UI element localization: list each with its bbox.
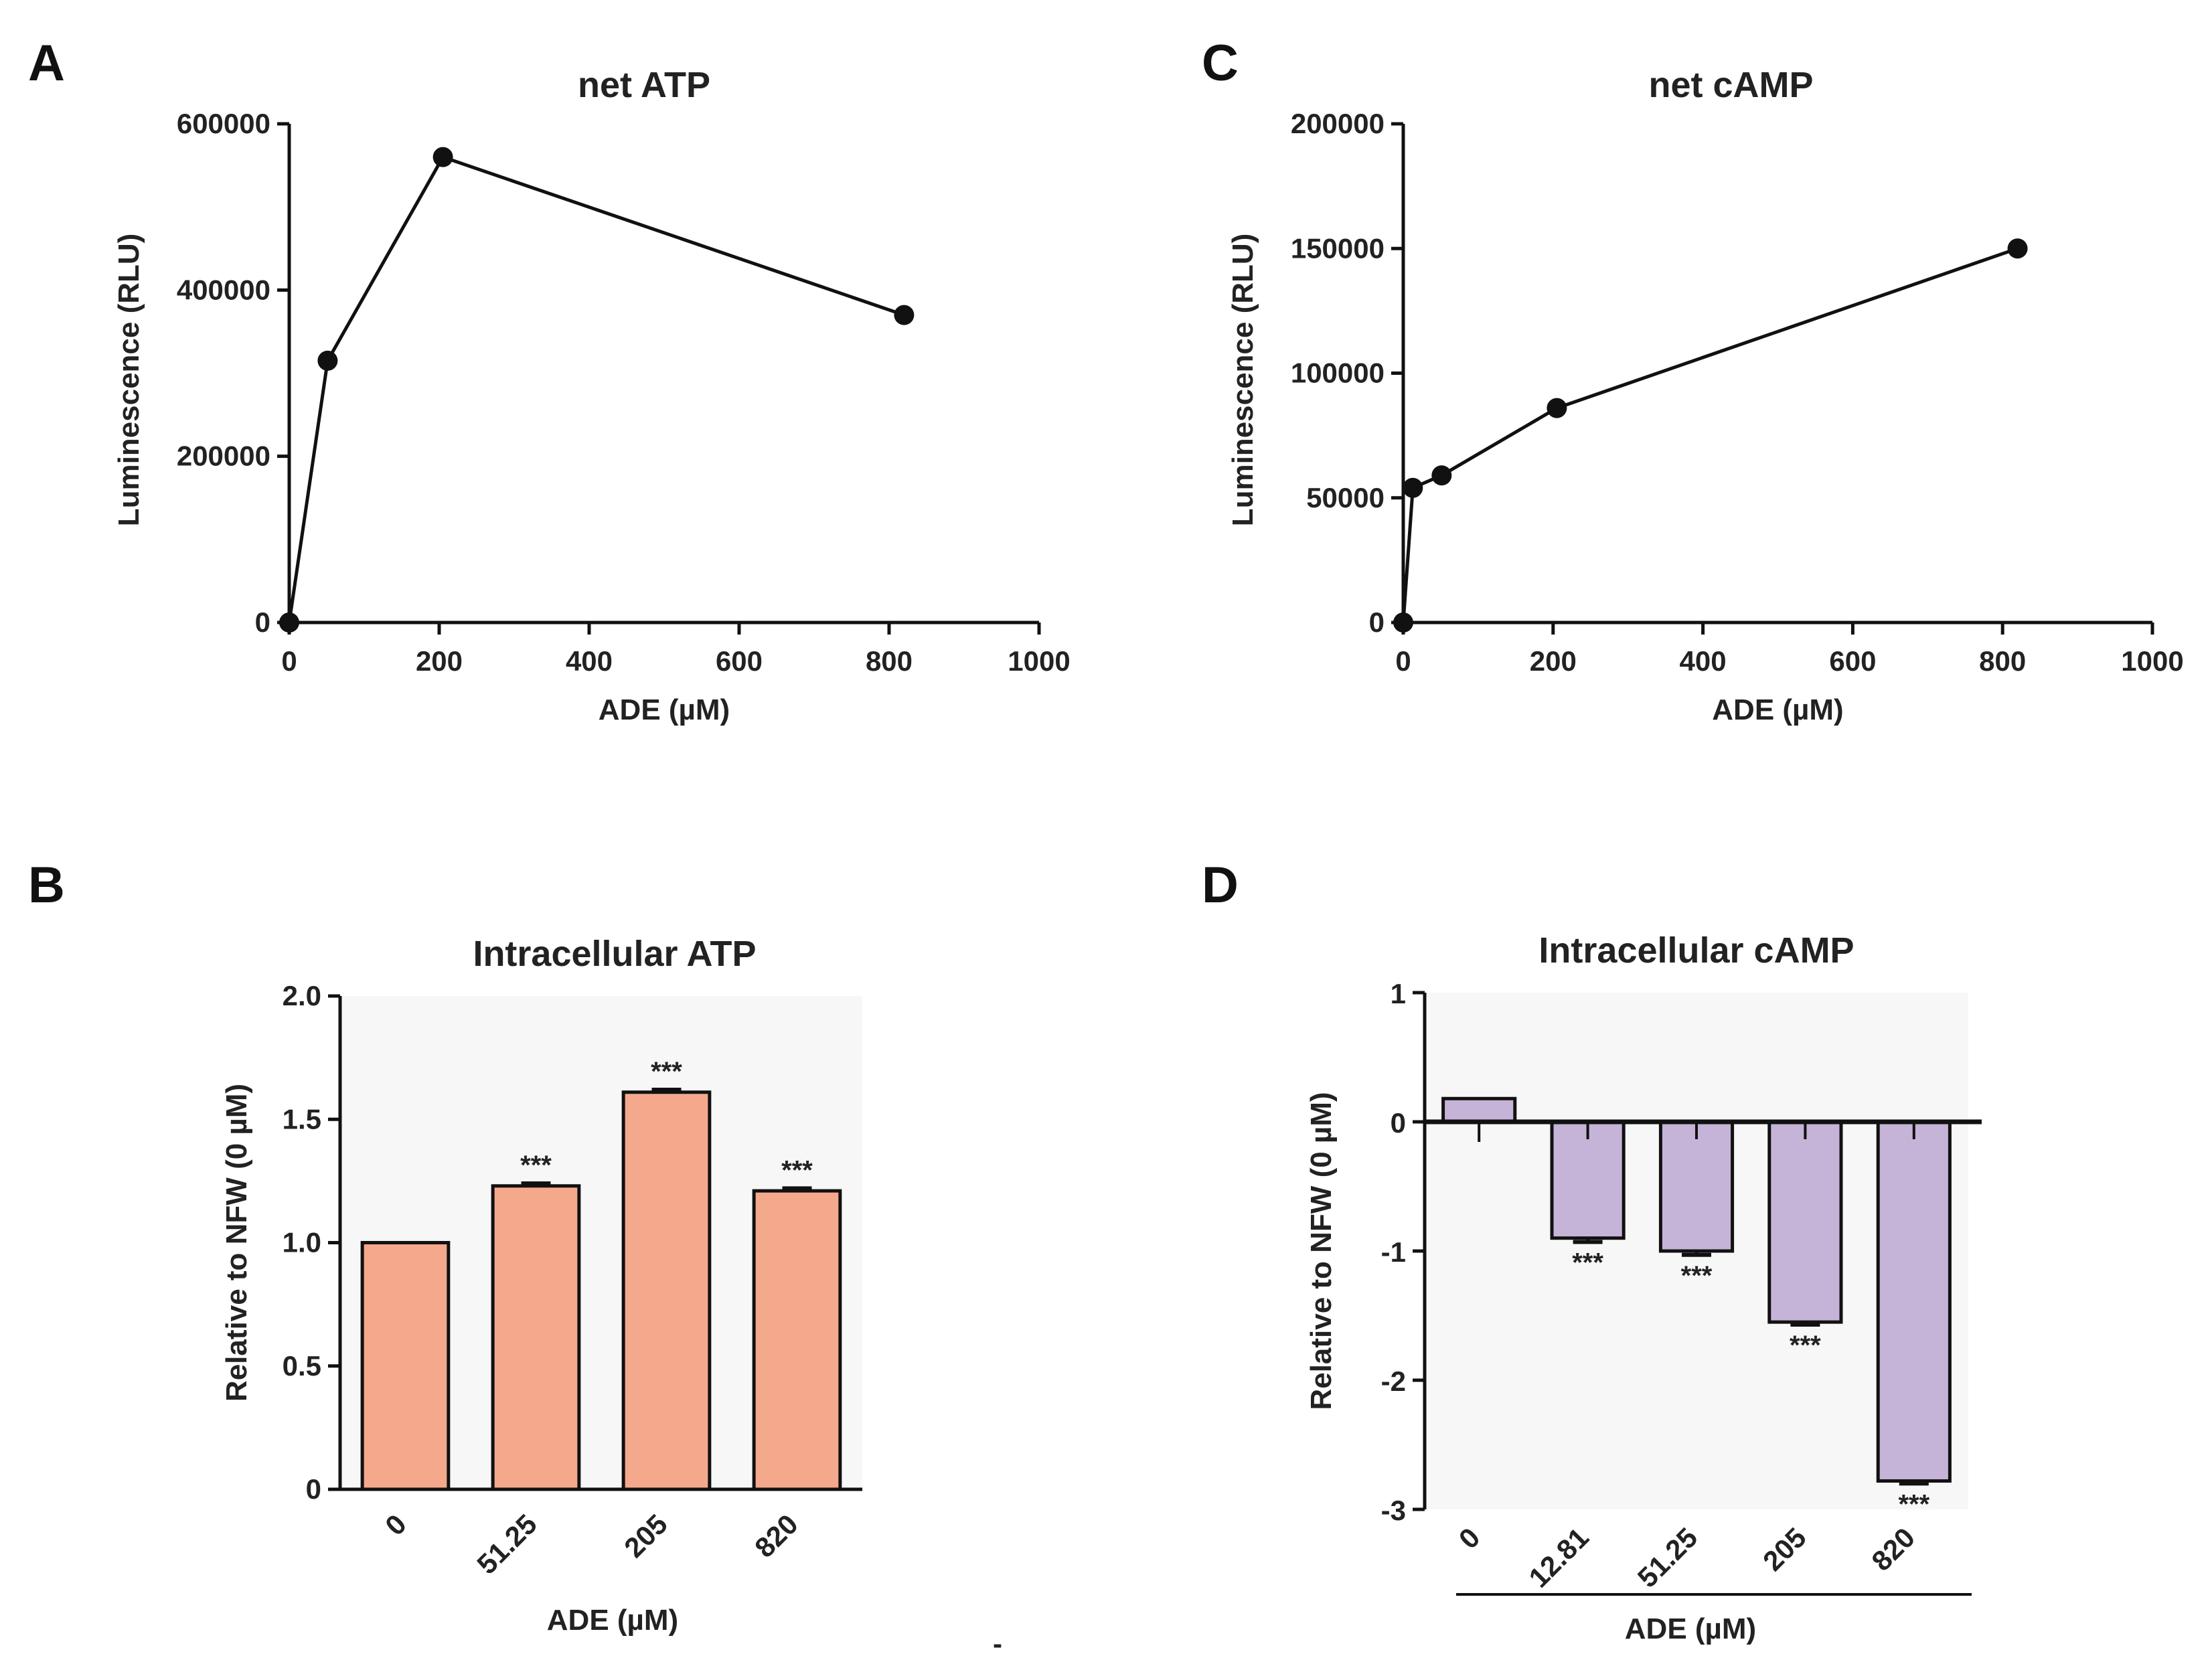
- y-tick-label: 1.0: [283, 1227, 321, 1258]
- x-category-label: 205: [618, 1508, 674, 1564]
- chart-title: Intracellular ATP: [473, 934, 756, 974]
- y-tick-label: 400000: [177, 274, 270, 305]
- x-category-label: 0: [379, 1508, 412, 1542]
- significance-label: ***: [1898, 1489, 1929, 1519]
- x-axis-label: ADE (µM): [599, 693, 730, 726]
- significance-label: ***: [1790, 1331, 1821, 1360]
- y-tick-label: 200000: [1291, 108, 1385, 139]
- x-axis-label: ADE (µM): [547, 1604, 678, 1637]
- data-point: [1547, 398, 1567, 418]
- x-category-label: 820: [1865, 1521, 1921, 1577]
- y-tick-label: -1: [1381, 1236, 1406, 1268]
- x-category-label: 205: [1757, 1521, 1812, 1577]
- x-axis-label: ADE (µM): [1625, 1612, 1756, 1645]
- x-tick-label: 200: [416, 645, 463, 677]
- y-tick-label: 600000: [177, 108, 270, 139]
- bar: [1550, 1120, 1626, 1240]
- data-point: [894, 305, 915, 325]
- x-category-label: 51.25: [1632, 1521, 1704, 1594]
- y-tick-label: 200000: [177, 440, 270, 472]
- significance-label: ***: [1681, 1261, 1713, 1291]
- y-tick-label: 0: [306, 1473, 321, 1505]
- data-point: [1403, 477, 1423, 498]
- bar: [1767, 1120, 1843, 1324]
- x-category-label: 820: [748, 1508, 804, 1564]
- y-tick-label: 0.5: [283, 1350, 321, 1382]
- data-point: [2007, 238, 2028, 259]
- series-line: [1401, 246, 2019, 623]
- bar: [491, 1184, 581, 1491]
- x-category-label: 51.25: [471, 1508, 543, 1580]
- bar: [1658, 1120, 1735, 1253]
- y-axis-label: Luminescence (RLU): [112, 234, 145, 527]
- y-tick-label: 50000: [1306, 482, 1385, 513]
- significance-label: ***: [1572, 1248, 1603, 1277]
- data-point: [432, 147, 453, 167]
- y-axis-label: Relative to NFW (0 µM): [220, 1084, 253, 1402]
- series-line: [287, 155, 905, 623]
- panel-d: D Intracellular cAMP -3 -2 -1 0 1 0 *** 12.81 ***…: [1202, 857, 1982, 1645]
- x-tick-label: 1000: [1008, 645, 1070, 677]
- y-axis-label: Relative to NFW (0 µM): [1305, 1092, 1338, 1410]
- bar: [1441, 1096, 1517, 1124]
- chart-title: Intracellular cAMP: [1538, 930, 1854, 971]
- x-tick-label: 0: [1395, 645, 1411, 677]
- y-tick-label: 1.5: [283, 1103, 321, 1135]
- y-tick-label: 1: [1391, 978, 1406, 1009]
- y-tick-label: 150000: [1291, 232, 1385, 264]
- x-axis-label: ADE (µM): [1712, 693, 1843, 726]
- panel-b: B Intracellular ATP 0 0.5 1.0 1.5 2.0 0 *** 51.2…: [28, 857, 862, 1637]
- x-tick-label: 200: [1530, 645, 1577, 677]
- x-tick-label: 800: [866, 645, 913, 677]
- x-category-label: 0: [1453, 1521, 1486, 1555]
- data-point: [279, 612, 299, 633]
- panel-letter-d: D: [1202, 857, 1239, 914]
- bar: [360, 1241, 451, 1491]
- x-tick-label: 0: [281, 645, 297, 677]
- y-axis-label: Luminescence (RLU): [1227, 234, 1259, 527]
- panel-letter-c: C: [1202, 35, 1239, 92]
- bar: [621, 1090, 712, 1491]
- x-tick-label: 1000: [2121, 645, 2183, 677]
- data-point: [317, 350, 338, 371]
- panel-c: C net cAMP 0 50000 100000 150000 200000 0 200 40…: [1202, 35, 2184, 726]
- x-tick-label: 600: [1829, 645, 1876, 677]
- y-tick-label: 0: [255, 606, 270, 638]
- x-tick-label: 600: [716, 645, 763, 677]
- chart-title: net cAMP: [1648, 65, 1813, 105]
- y-tick-label: -3: [1381, 1495, 1406, 1526]
- panel-letter-b: B: [28, 857, 65, 914]
- x-tick-label: 800: [1979, 645, 2026, 677]
- data-point: [1431, 465, 1452, 486]
- y-tick-label: 2.0: [283, 980, 321, 1011]
- x-tick-label: 400: [566, 645, 613, 677]
- x-category-label: 12.81: [1522, 1521, 1595, 1594]
- x-tick-label: 400: [1680, 645, 1727, 677]
- significance-label: ***: [651, 1057, 682, 1086]
- y-tick-label: 0: [1369, 606, 1385, 638]
- bar: [752, 1189, 842, 1491]
- data-point: [1393, 612, 1413, 633]
- y-tick-label: -2: [1381, 1365, 1406, 1397]
- y-tick-label: 0: [1391, 1107, 1406, 1139]
- bar: [1876, 1120, 1952, 1483]
- significance-label: ***: [520, 1151, 552, 1180]
- chart-title: net ATP: [578, 65, 710, 105]
- panel-a: A net ATP 0 200000 400000 600000 0 200 400 600 80…: [28, 35, 1071, 726]
- significance-label: ***: [781, 1155, 813, 1185]
- stray-mark: -: [993, 1628, 1002, 1659]
- y-tick-label: 100000: [1291, 357, 1385, 389]
- panel-letter-a: A: [28, 35, 65, 92]
